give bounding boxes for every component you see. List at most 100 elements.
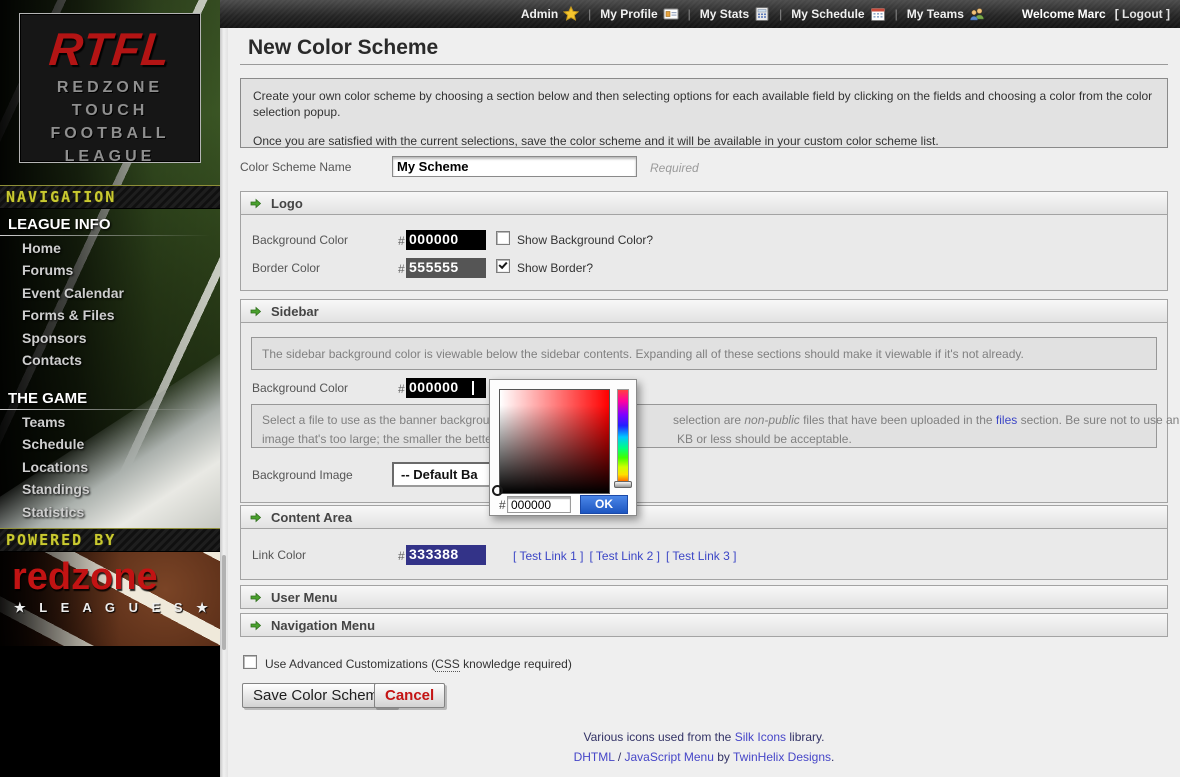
color-scheme-name-input[interactable] [392,156,637,177]
sidebar-item-statistics[interactable]: Statistics [22,503,85,520]
link-color-label: Link Color [252,548,307,562]
show-bg-color-checkbox[interactable] [496,231,510,245]
files-link[interactable]: files [995,413,1018,427]
link-color-swatch[interactable]: 333388 [406,545,486,565]
intro-paragraph-1: Create your own color scheme by choosing… [253,89,1153,119]
powered-by-band: POWERED BY [0,528,220,552]
calendar-icon [870,6,886,22]
topbar-item-admin[interactable]: Admin [521,6,580,22]
required-hint: Required [650,161,699,175]
test-link-2[interactable]: [ Test Link 2 ] [589,549,660,563]
sidebar-item-standings[interactable]: Standings [22,481,90,498]
calculator-icon [754,6,770,22]
vcard-icon [663,6,679,22]
hue-slider[interactable] [617,389,629,485]
league-logo[interactable]: RTFL REDZONE TOUCH FOOTBALL LEAGUE [19,13,201,165]
sidebar-item-sponsors[interactable]: Sponsors [22,329,87,346]
separator: | [687,7,691,21]
star-icon [563,6,580,22]
show-border-checkbox[interactable] [496,259,510,273]
section-header-content-area[interactable]: Content Area [240,505,1168,529]
sidebar: RTFL REDZONE TOUCH FOOTBALL LEAGUE NAVIG… [0,0,220,777]
divider [0,409,210,410]
section-header-navigation-menu[interactable]: Navigation Menu [240,613,1168,637]
background-image-label: Background Image [252,468,353,482]
arrow-right-icon [249,511,262,524]
saturation-value-gradient[interactable] [499,389,610,494]
ok-button[interactable]: OK [580,495,628,514]
nav-section-the-game: THE GAME [8,390,88,407]
topbar-item-my-stats[interactable]: My Stats [700,6,770,22]
topbar-item-my-schedule[interactable]: My Schedule [791,6,885,22]
football-laces-background [0,552,220,646]
sidebar-item-teams[interactable]: Teams [22,414,66,430]
footer-credits-icons: Various icons used from the Silk Icons l… [583,730,825,744]
color-scheme-name-label: Color Scheme Name [240,160,352,174]
navigation-band: NAVIGATION [0,185,220,209]
test-link-3[interactable]: [ Test Link 3 ] [665,549,737,563]
main-content: New Color Scheme Create your own color s… [228,28,1180,777]
dhtml-link[interactable]: DHTML [573,750,615,764]
divider [240,64,1168,65]
test-link-1[interactable]: [ Test Link 1 ] [513,549,584,563]
scrollbar-track[interactable] [220,28,228,777]
group-icon [969,6,985,22]
text-caret [472,381,474,395]
section-body-sidebar: The sidebar background color is viewable… [240,323,1179,503]
border-color-swatch[interactable]: 555555 [406,258,486,278]
sidebar-bg-color-swatch[interactable]: 000000 [406,378,486,398]
sidebar-item-locations[interactable]: Locations [22,458,89,475]
logout-link[interactable]: [ Logout ] [1114,7,1170,21]
logo-bg-color-swatch[interactable]: 000000 [406,230,486,250]
topbar-item-my-teams[interactable]: My Teams [907,6,985,22]
nav-list-league-info: Home Forums Event Calendar Forms & Files… [22,240,124,374]
sidebar-bg-color-label: Background Color [252,381,349,395]
hash-prefix: # [398,549,405,563]
arrow-right-icon [249,305,262,318]
section-header-sidebar[interactable]: Sidebar [240,299,1168,323]
separator: | [894,7,898,21]
arrow-right-icon [249,197,262,210]
color-picker-popup: # OK [489,379,637,516]
cancel-button[interactable]: Cancel [374,683,446,708]
silk-icons-link[interactable]: Silk Icons [734,730,787,744]
topbar-item-my-profile[interactable]: My Profile [600,6,679,22]
section-body-logo: Background Color # 000000 Show Backgroun… [240,215,1168,291]
divider [0,235,210,236]
nav-list-the-game: Teams Schedule Locations Standings Stati… [22,414,90,526]
nav-section-league-info: LEAGUE INFO [8,216,111,233]
league-logo-lines: REDZONE TOUCH FOOTBALL LEAGUE [50,79,170,165]
check-icon [498,259,508,270]
sidebar-item-forms-files[interactable]: Forms & Files [22,307,115,324]
sidebar-item-forums[interactable]: Forums [22,262,74,279]
page-title: New Color Scheme [248,36,439,59]
javascript-menu-link[interactable]: JavaScript Menu [624,750,714,764]
sidebar-note: The sidebar background color is viewable… [251,337,1157,370]
section-header-user-menu[interactable]: User Menu [240,585,1168,609]
twinhelix-designs-link[interactable]: TwinHelix Designs [733,750,832,764]
sidebar-item-contacts[interactable]: Contacts [22,351,82,368]
arrow-right-icon [249,619,262,632]
intro-box: Create your own color scheme by choosing… [240,78,1168,148]
welcome-text: Welcome Marc [1021,7,1106,21]
scrollbar-thumb[interactable] [222,555,226,650]
show-border-label: Show Border? [517,261,594,275]
hex-color-input[interactable] [507,496,571,513]
advanced-customizations-checkbox[interactable] [243,655,257,669]
hash-prefix: # [398,234,405,248]
section-body-content-area: Link Color # 333388 [ Test Link 1 ] [ Tes… [240,529,1168,580]
advanced-customizations-label: Use Advanced Customizations (CSS knowled… [265,657,572,672]
logo-bg-color-label: Background Color [252,233,349,247]
border-color-label: Border Color [252,261,321,275]
picker-cursor-icon[interactable] [492,485,503,496]
arrow-right-icon [249,591,262,604]
sidebar-item-event-calendar[interactable]: Event Calendar [22,284,124,301]
hue-slider-handle[interactable] [614,481,632,488]
save-color-scheme-button[interactable]: Save Color Scheme [242,683,398,708]
sidebar-item-home[interactable]: Home [22,240,61,256]
show-bg-color-label: Show Background Color? [517,233,654,247]
sidebar-item-schedule[interactable]: Schedule [22,436,85,453]
section-header-logo[interactable]: Logo [240,191,1168,215]
redzone-leagues-logo[interactable]: redzone [12,556,158,598]
